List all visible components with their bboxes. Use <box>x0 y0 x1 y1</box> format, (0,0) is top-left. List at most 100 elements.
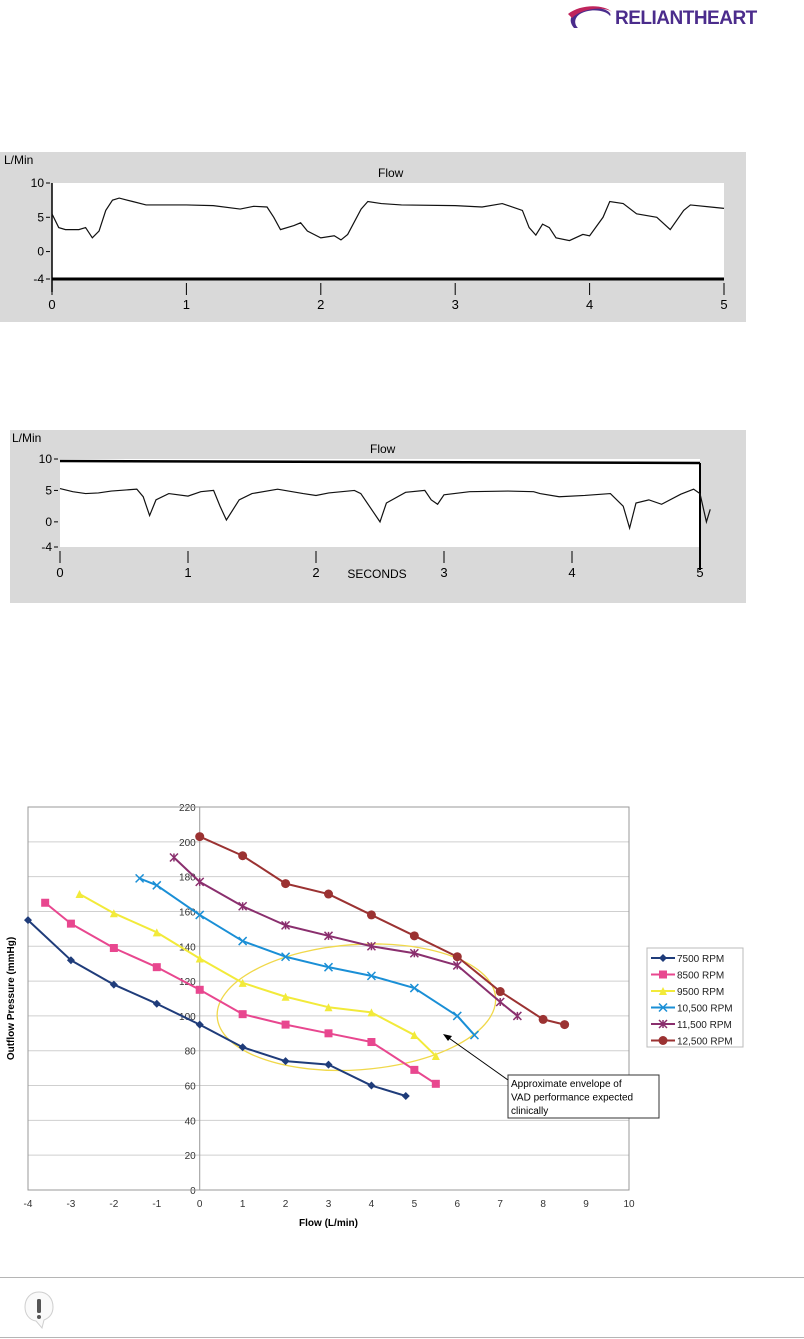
data-point <box>366 910 376 920</box>
data-point <box>431 1079 440 1088</box>
data-point <box>538 1014 548 1024</box>
legend-marker <box>659 987 667 995</box>
data-point <box>409 931 419 941</box>
data-point <box>24 916 32 925</box>
data-point <box>152 963 161 972</box>
data-point <box>367 1008 376 1017</box>
data-point <box>281 920 291 930</box>
data-point <box>431 1051 440 1060</box>
x-tick-label: 2 <box>312 565 319 580</box>
flow-trace <box>59 487 711 531</box>
series-line-5 <box>199 835 565 1026</box>
y-tick-label: -4 <box>33 272 44 286</box>
x-axis-label: SECONDS <box>347 567 406 581</box>
legend-box <box>646 947 744 1048</box>
logo-text: RELIANTHEART <box>615 8 757 29</box>
x-tick-label: 2 <box>283 1199 289 1210</box>
data-point <box>410 1031 419 1040</box>
y-tick-label: 200 <box>179 838 196 849</box>
data-point <box>66 919 75 928</box>
x-tick-label: 2 <box>317 297 324 312</box>
data-point <box>401 1091 410 1100</box>
y-tick-label: 60 <box>185 1082 197 1093</box>
x-tick-label: 8 <box>540 1199 546 1210</box>
arrow-head-icon <box>443 1034 452 1041</box>
y-tick-label: 10 <box>39 452 53 466</box>
y-tick-label: 40 <box>185 1116 197 1127</box>
x-tick-label: -3 <box>66 1199 75 1210</box>
data-point <box>281 1020 290 1029</box>
x-tick-label: -2 <box>109 1199 118 1210</box>
y-tick-label: 100 <box>179 1012 196 1023</box>
data-point <box>152 880 162 890</box>
legend-marker <box>658 1036 668 1045</box>
x-tick-label: 3 <box>440 565 447 580</box>
legend-marker <box>659 970 667 979</box>
x-tick-label: 10 <box>623 1199 635 1210</box>
data-point <box>238 901 248 911</box>
exclamation-callout-icon <box>22 1290 56 1335</box>
x-tick-label: 9 <box>583 1199 589 1210</box>
x-tick-label: 3 <box>326 1199 332 1210</box>
reliantheart-logo: RELIANTHEART <box>560 2 800 34</box>
legend-label: 8500 RPM <box>677 971 724 982</box>
data-point <box>366 941 376 951</box>
data-point <box>281 879 291 889</box>
data-point <box>195 832 205 842</box>
data-point <box>238 1010 247 1019</box>
y-tick-label: 0 <box>37 245 44 259</box>
series-line-3 <box>139 877 476 1036</box>
x-tick-label: -4 <box>24 1199 33 1210</box>
data-point <box>366 971 376 981</box>
data-point <box>109 944 118 953</box>
data-point <box>195 877 205 887</box>
data-point <box>195 910 205 920</box>
data-point <box>409 948 419 958</box>
data-point <box>452 1011 462 1021</box>
plot-frame <box>27 806 630 1191</box>
data-point <box>238 978 247 987</box>
data-point <box>75 890 84 899</box>
legend-label: 10,500 RPM <box>677 1004 733 1015</box>
flow-chart-1: L/Min Flow 10 5 0 -4 0 1 2 3 4 5 <box>0 152 746 322</box>
annotation-text: VAD performance expected <box>511 1093 633 1104</box>
series-line-4 <box>173 856 519 1017</box>
legend-marker <box>658 1002 668 1013</box>
x-tick-label: 4 <box>586 297 593 312</box>
x-tick-label: 1 <box>184 565 191 580</box>
data-point <box>495 987 505 997</box>
legend-label: 12,500 RPM <box>677 1037 733 1048</box>
y-tick-label: -4 <box>41 540 52 554</box>
data-point <box>452 960 462 970</box>
data-point <box>238 851 248 861</box>
x-tick-label: 0 <box>197 1199 203 1210</box>
data-point <box>324 1029 333 1038</box>
x-tick-label: -1 <box>152 1199 161 1210</box>
data-point <box>195 1020 204 1029</box>
divider <box>0 1337 804 1338</box>
data-point <box>367 1081 376 1090</box>
x-tick-label: 7 <box>497 1199 503 1210</box>
data-point <box>324 1003 333 1012</box>
data-point <box>512 1011 522 1021</box>
y-tick-label: 0 <box>190 1186 196 1197</box>
plot-area <box>52 183 724 279</box>
data-point <box>323 962 334 972</box>
y-axis-label: L/Min <box>4 153 33 167</box>
y-tick-label: 160 <box>179 907 196 918</box>
legend-marker <box>658 1019 668 1029</box>
y-tick-label: 80 <box>185 1047 197 1058</box>
data-point <box>324 889 333 899</box>
data-point <box>169 852 179 863</box>
flow-chart-2: L/Min Flow 10 5 0 -4 0 1 2 3 4 5 SECONDS <box>10 430 746 603</box>
y-tick-label: 20 <box>185 1151 197 1162</box>
x-tick-label: 5 <box>696 565 703 580</box>
data-point <box>367 1038 376 1047</box>
data-point <box>66 956 75 965</box>
annotation-arrow <box>445 1035 509 1081</box>
x-tick-label: 3 <box>452 297 459 312</box>
annotation-text: clinically <box>511 1106 548 1117</box>
data-point <box>195 985 204 994</box>
data-point <box>152 928 161 937</box>
